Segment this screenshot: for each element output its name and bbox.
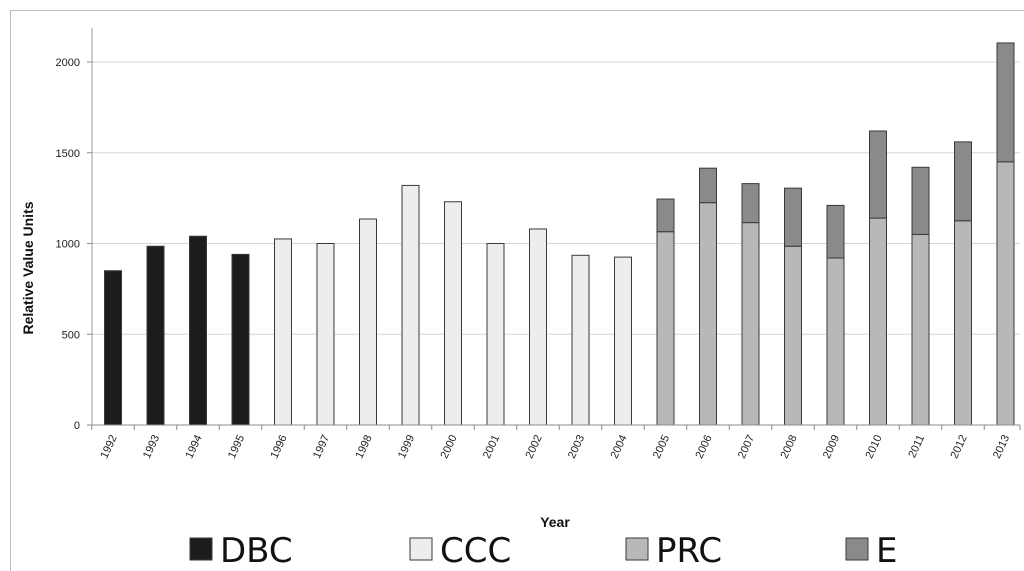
bar-prc-2005 [656,231,675,426]
legend-label: E [876,531,897,571]
x-tick-label: 2000 [438,433,459,460]
bar-e-2009 [826,204,845,259]
bar-prc-2007 [741,222,760,426]
legend-item-e: E [845,531,897,571]
bar-ccc-2004 [614,256,632,426]
x-tick-label: 2003 [566,433,587,460]
x-tick-label: 1992 [98,433,119,460]
legend-item-prc: PRC [625,531,722,571]
bars [104,42,1015,426]
x-tick-label: 2001 [481,433,502,460]
bar-dbc-1995 [231,253,250,426]
x-tick-label: 1996 [268,433,289,460]
y-tick-label: 1500 [56,148,80,160]
x-tick-label: 1999 [396,433,417,460]
legend-swatch [625,537,649,561]
y-tick-label: 1000 [56,239,80,251]
y-tick-label: 500 [62,329,80,341]
legend-label: CCC [440,531,511,571]
chart-frame [10,10,1024,571]
bar-prc-2008 [784,245,802,426]
bar-prc-2006 [699,202,717,426]
bar-prc-2009 [826,257,845,426]
x-tick-label: 1993 [141,433,162,460]
bar-ccc-2001 [486,243,505,426]
x-tick-label: 2011 [906,433,927,460]
x-tick-label: 2006 [693,433,714,460]
x-tick-label: 1995 [226,433,247,460]
bar-dbc-1992 [104,270,122,426]
legend-swatch [409,537,433,561]
legend-label: DBC [220,531,293,571]
bar-e-2010 [869,130,887,219]
bar-dbc-1994 [189,235,207,426]
bar-e-2005 [656,198,675,233]
legend-swatch [845,537,869,561]
bar-e-2006 [699,167,717,204]
x-axis-label: Year [540,514,570,530]
x-tick-label: 2005 [651,433,672,460]
y-axis-label: Relative Value Units [20,201,36,334]
x-tick-label: 1998 [353,433,374,460]
legend-item-dbc: DBC [189,531,293,571]
bar-e-2013 [996,42,1015,163]
x-tick-label: 2012 [948,433,969,460]
legend-label: PRC [656,531,722,571]
bar-ccc-2003 [571,254,590,426]
bar-e-2011 [911,166,930,235]
x-axis-ticks: 1992 1993 1994 1995 1996 1997 1998 1999 2000 2001… [91,425,1021,460]
x-tick-label: 2002 [523,433,544,460]
bar-ccc-1996 [274,238,292,426]
x-tick-label: 1994 [183,433,204,460]
bar-e-2007 [741,183,760,224]
bar-prc-2013 [996,161,1015,426]
bar-ccc-2002 [529,228,547,426]
x-tick-label: 2008 [778,433,799,460]
legend-swatch [189,537,213,561]
bar-prc-2011 [911,233,930,426]
x-tick-label: 2010 [863,433,884,460]
y-tick-label: 0 [74,420,80,432]
x-tick-label: 1997 [311,433,332,460]
bar-ccc-1997 [316,243,335,426]
x-tick-label: 2004 [608,433,629,460]
x-tick-label: 2009 [821,433,842,460]
bar-dbc-1993 [146,245,165,426]
x-tick-label: 2007 [736,433,757,460]
bar-prc-2012 [954,220,972,426]
bar-prc-2010 [869,217,887,426]
y-tick-label: 2000 [56,57,80,69]
bar-ccc-2000 [444,201,462,426]
bar-e-2008 [784,187,802,247]
legend-item-ccc: CCC [409,531,511,571]
bar-e-2012 [954,141,972,222]
y-axis-ticks: 0 500 1000 1500 2000 [56,28,93,432]
legend: DBC CCC PRC E [189,531,897,571]
x-tick-label: 2013 [991,433,1012,460]
bar-ccc-1999 [401,184,420,426]
bar-ccc-1998 [359,218,377,426]
